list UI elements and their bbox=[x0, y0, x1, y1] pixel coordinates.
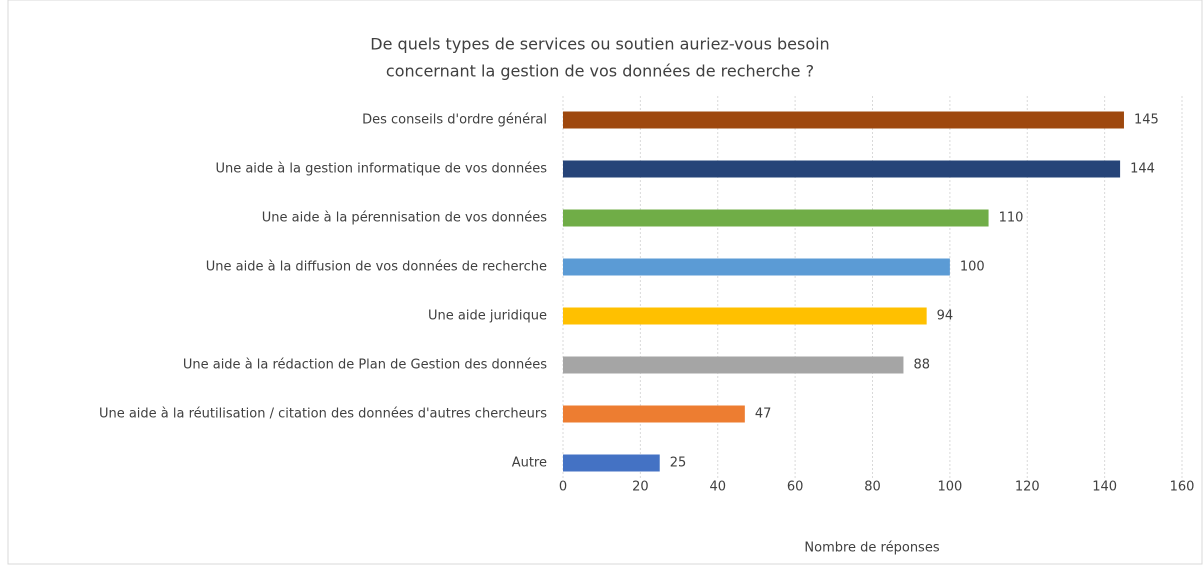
data-label: 47 bbox=[755, 407, 772, 422]
data-label: 145 bbox=[1134, 113, 1159, 128]
y-tick-label: Une aide à la réutilisation / citation d… bbox=[99, 407, 547, 422]
y-tick-label: Autre bbox=[512, 456, 547, 471]
x-axis-title: Nombre de réponses bbox=[804, 541, 939, 556]
x-tick-label: 160 bbox=[1170, 480, 1195, 495]
y-tick-label: Une aide à la diffusion de vos données d… bbox=[206, 260, 547, 275]
x-tick-label: 20 bbox=[632, 480, 649, 495]
x-tick-label: 100 bbox=[937, 480, 962, 495]
x-tick-label: 0 bbox=[559, 480, 567, 495]
x-tick-label: 40 bbox=[709, 480, 726, 495]
bar bbox=[563, 258, 950, 276]
x-tick-label: 60 bbox=[787, 480, 804, 495]
y-tick-label: Une aide à la gestion informatique de vo… bbox=[215, 162, 547, 177]
y-tick-label: Une aide à la pérennisation de vos donné… bbox=[262, 211, 547, 226]
data-label: 88 bbox=[913, 358, 930, 373]
chart-title: concernant la gestion de vos données de … bbox=[386, 62, 814, 81]
bar bbox=[563, 356, 904, 374]
x-tick-label: 80 bbox=[864, 480, 881, 495]
data-label: 144 bbox=[1130, 162, 1155, 177]
y-tick-label: Des conseils d'ordre général bbox=[362, 113, 547, 128]
x-tick-label: 140 bbox=[1092, 480, 1117, 495]
bar bbox=[563, 209, 989, 227]
y-tick-label: Une aide à la rédaction de Plan de Gesti… bbox=[183, 358, 547, 373]
bar bbox=[563, 160, 1121, 178]
data-label: 25 bbox=[670, 456, 687, 471]
bar bbox=[563, 111, 1124, 129]
x-tick-label: 120 bbox=[1015, 480, 1040, 495]
bar bbox=[563, 405, 745, 423]
data-label: 110 bbox=[999, 211, 1024, 226]
y-tick-label: Une aide juridique bbox=[428, 309, 547, 324]
data-label: 100 bbox=[960, 260, 985, 275]
bar bbox=[563, 307, 927, 325]
chart-title: De quels types de services ou soutien au… bbox=[370, 35, 829, 54]
bar bbox=[563, 454, 660, 472]
data-label: 94 bbox=[937, 309, 954, 324]
